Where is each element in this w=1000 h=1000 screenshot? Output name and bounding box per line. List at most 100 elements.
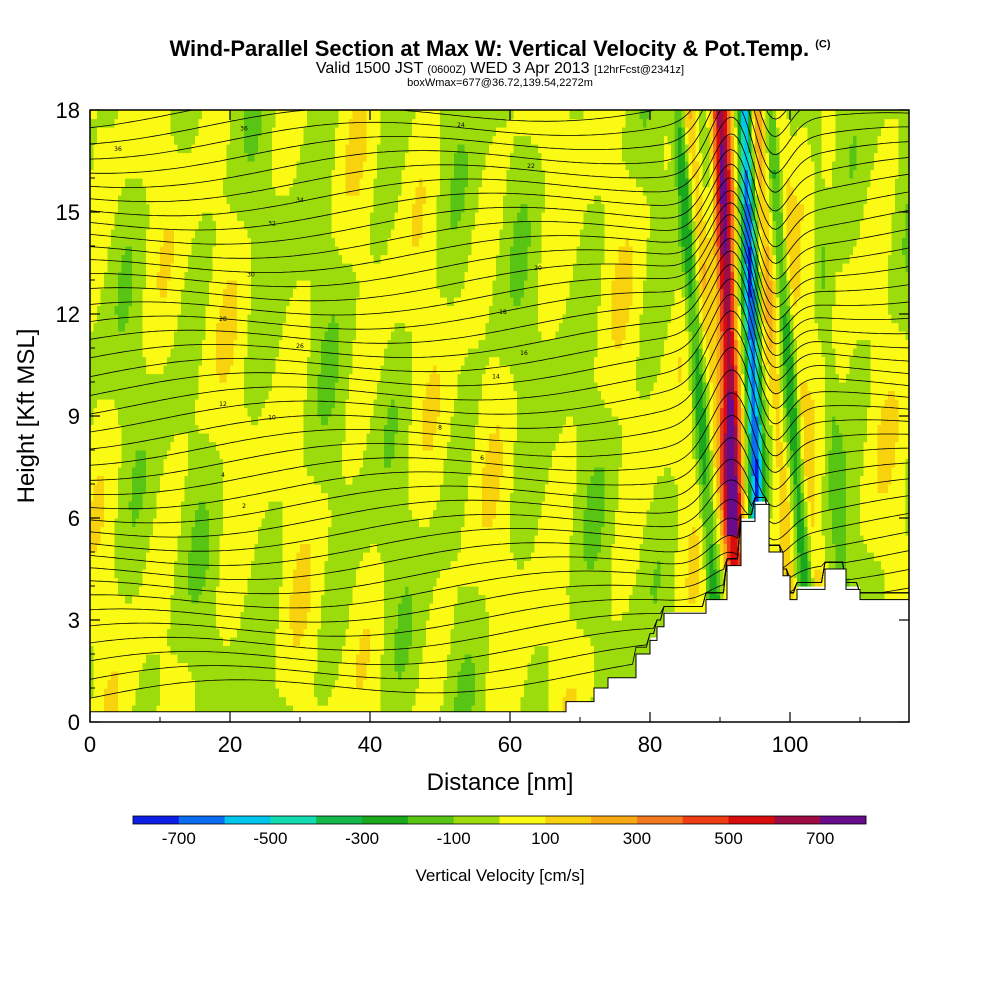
field-cell [104, 535, 109, 545]
field-cell [181, 543, 186, 553]
field-cell [261, 569, 266, 579]
field-cell [195, 169, 200, 179]
field-cell [223, 696, 228, 706]
field-cell [223, 356, 228, 366]
field-cell [156, 645, 161, 655]
field-cell [184, 110, 189, 120]
field-cell [104, 492, 109, 502]
field-cell [233, 552, 238, 562]
field-cell [104, 441, 109, 451]
field-cell [251, 696, 256, 706]
field-cell [205, 390, 210, 400]
field-cell [237, 543, 242, 553]
field-cell [303, 654, 308, 664]
field-cell [272, 705, 277, 715]
field-cell [125, 441, 130, 451]
field-cell [310, 365, 315, 375]
field-cell [198, 441, 203, 451]
field-cell [237, 688, 242, 698]
field-cell [100, 441, 105, 451]
field-cell [118, 203, 123, 213]
field-cell [251, 484, 256, 494]
field-cell [93, 246, 98, 256]
field-cell [142, 637, 147, 647]
field-cell [219, 212, 224, 222]
field-cell [258, 127, 263, 137]
field-cell [286, 407, 291, 417]
field-cell [149, 654, 154, 664]
field-cell [181, 322, 186, 332]
field-cell [254, 110, 259, 120]
field-cell [188, 679, 193, 689]
field-cell [314, 195, 319, 205]
field-cell [314, 254, 319, 264]
field-cell [184, 475, 189, 485]
field-cell [314, 407, 319, 417]
field-cell [118, 450, 123, 460]
field-cell [160, 467, 165, 477]
field-cell [153, 365, 158, 375]
field-cell [153, 348, 158, 358]
field-cell [188, 220, 193, 230]
field-cell [174, 348, 179, 358]
field-cell [317, 356, 322, 366]
field-cell [212, 152, 217, 162]
field-cell [244, 433, 249, 443]
field-cell [153, 399, 158, 409]
field-cell [226, 220, 231, 230]
field-cell [272, 501, 277, 511]
field-cell [335, 552, 340, 562]
field-cell [90, 161, 95, 171]
field-cell [125, 603, 130, 613]
field-cell [310, 441, 315, 451]
field-cell [240, 186, 245, 196]
field-cell [247, 637, 252, 647]
field-cell [258, 373, 263, 383]
field-cell [216, 594, 221, 604]
field-cell [230, 526, 235, 536]
field-cell [310, 407, 315, 417]
field-cell [184, 518, 189, 528]
field-cell [219, 662, 224, 672]
field-cell [121, 254, 126, 264]
field-cell [324, 263, 329, 273]
field-cell [226, 203, 231, 213]
field-cell [226, 424, 231, 434]
field-cell [261, 297, 266, 307]
field-cell [156, 509, 161, 519]
field-cell [160, 637, 165, 647]
field-cell [184, 586, 189, 596]
field-cell [153, 560, 158, 570]
field-cell [300, 467, 305, 477]
field-cell [181, 288, 186, 298]
field-cell [209, 169, 214, 179]
field-cell [97, 339, 102, 349]
field-cell [335, 705, 340, 715]
field-cell [128, 348, 133, 358]
field-cell [132, 467, 137, 477]
field-cell [223, 382, 228, 392]
field-cell [251, 705, 256, 715]
field-cell [163, 220, 168, 230]
field-cell [121, 314, 126, 324]
field-cell [104, 628, 109, 638]
field-cell [226, 407, 231, 417]
field-cell [310, 662, 315, 672]
field-cell [321, 645, 326, 655]
field-cell [279, 705, 284, 715]
field-cell [314, 305, 319, 315]
field-cell [289, 586, 294, 596]
field-cell [100, 331, 105, 341]
field-cell [317, 501, 322, 511]
field-cell [142, 577, 147, 587]
field-cell [216, 237, 221, 247]
field-cell [205, 203, 210, 213]
field-cell [272, 458, 277, 468]
field-cell [261, 348, 266, 358]
field-cell [247, 195, 252, 205]
field-cell [223, 543, 228, 553]
field-cell [261, 501, 266, 511]
field-cell [111, 348, 116, 358]
field-cell [258, 509, 263, 519]
field-cell [286, 662, 291, 672]
